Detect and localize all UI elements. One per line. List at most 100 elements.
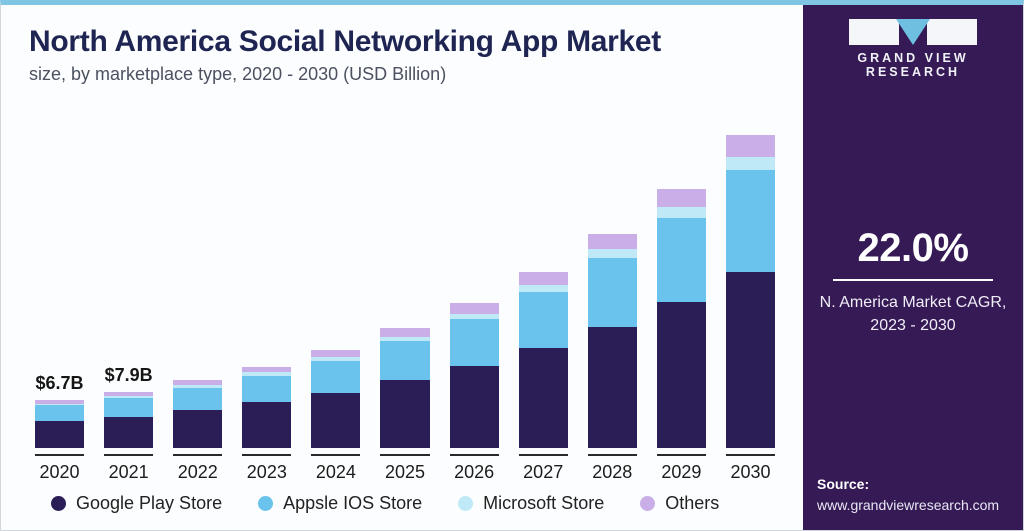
x-tick: 2024 [311,454,360,483]
source-label: Source: [817,474,1009,495]
bar-stack [519,272,568,448]
legend: Google Play Store Appsle IOS Store Microso… [29,483,789,520]
bar-segment-google-play-store [380,380,429,448]
bar-segment-google-play-store [726,272,775,448]
plot-area: $6.7B $7.9B [29,93,789,448]
report-frame: North America Social Networking App Mark… [0,0,1024,531]
bar-value-label: $6.7B [36,372,84,394]
bar-segment-apple-ios-store [380,341,429,380]
x-tick: 2020 [35,454,84,483]
x-tick: 2026 [450,454,499,483]
x-tick: 2027 [519,454,568,483]
bar-column [657,93,706,448]
bar-segment-google-play-store [657,302,706,448]
bar-segment-apple-ios-store [519,292,568,349]
x-tick: 2030 [726,454,775,483]
x-axis: 2020 2021 2022 2023 2024 2025 2026 2027 2028 2029… [29,448,781,483]
legend-item: Others [640,493,719,514]
bar-column [311,93,360,448]
legend-label: Others [665,493,719,514]
bar-value-label: $7.9B [105,364,153,386]
bar-segment-apple-ios-store [657,218,706,302]
bar-segment-google-play-store [173,410,222,448]
bar-segment-google-play-store [311,393,360,448]
bar-column [173,93,222,448]
chart-panel: North America Social Networking App Mark… [1,5,803,530]
bar-segment-microsoft-store [588,249,637,258]
bar-column [519,93,568,448]
bar-segment-google-play-store [519,348,568,448]
x-tick: 2025 [380,454,429,483]
cagr-metric: 22.0% N. America Market CAGR, 2023 - 203… [817,226,1009,337]
bar-segment-google-play-store [35,421,84,448]
side-panel: GRAND VIEW RESEARCH 22.0% N. America Mar… [803,5,1023,530]
x-tick: 2028 [588,454,637,483]
bar-segment-microsoft-store [657,207,706,217]
x-tick: 2021 [104,454,153,483]
bar-column: $7.9B [104,93,153,448]
bar-segment-apple-ios-store [104,398,153,416]
bar-stack [450,303,499,448]
bar-stack [242,367,291,448]
bar-column [726,93,775,448]
cagr-value: 22.0% [817,226,1009,271]
bar-segment-others [588,234,637,249]
bar-segment-google-play-store [242,402,291,448]
legend-label: Appsle IOS Store [283,493,422,514]
bar-segment-others [657,189,706,207]
x-tick: 2022 [173,454,222,483]
source-url: www.grandviewresearch.com [817,495,1009,516]
chart-subtitle: size, by marketplace type, 2020 - 2030 (… [29,63,789,86]
bar-segment-others [450,303,499,313]
legend-item: Google Play Store [51,493,222,514]
cagr-label-line2: 2023 - 2030 [817,314,1009,337]
legend-item: Appsle IOS Store [258,493,422,514]
bar-segment-google-play-store [450,366,499,448]
bar-stack [726,135,775,448]
legend-swatch-icon [458,496,473,511]
bar-stack [35,400,84,448]
legend-swatch-icon [258,496,273,511]
cagr-label-line1: N. America Market CAGR, [817,291,1009,314]
bar-column [450,93,499,448]
brand-logo-icon [849,19,977,45]
bars-row: $6.7B $7.9B [29,93,781,448]
x-tick: 2023 [242,454,291,483]
bar-stack [311,350,360,448]
chart-title: North America Social Networking App Mark… [29,23,789,61]
bar-stack [380,328,429,448]
bar-segment-microsoft-store [519,285,568,292]
bar-segment-google-play-store [104,417,153,448]
bar-segment-microsoft-store [726,157,775,170]
legend-swatch-icon [51,496,66,511]
x-tick: 2029 [657,454,706,483]
bar-stack [104,392,153,448]
bar-segment-apple-ios-store [726,170,775,272]
bar-column: $6.7B [35,93,84,448]
legend-item: Microsoft Store [458,493,604,514]
bar-stack [588,234,637,448]
bar-stack [173,380,222,448]
bar-segment-others [519,272,568,284]
legend-label: Google Play Store [76,493,222,514]
legend-swatch-icon [640,496,655,511]
bar-segment-others [311,350,360,357]
bar-column [588,93,637,448]
bar-segment-apple-ios-store [173,388,222,410]
bar-column [380,93,429,448]
bar-segment-apple-ios-store [35,405,84,421]
source-block: Source: www.grandviewresearch.com [817,474,1009,516]
bar-segment-apple-ios-store [588,258,637,328]
bar-segment-apple-ios-store [450,319,499,366]
title-block: North America Social Networking App Mark… [29,23,789,85]
bar-stack [657,189,706,448]
bar-segment-apple-ios-store [242,376,291,402]
brand-block: GRAND VIEW RESEARCH [817,19,1009,79]
bar-segment-apple-ios-store [311,361,360,393]
bar-segment-google-play-store [588,327,637,448]
bar-segment-others [380,328,429,336]
bar-column [242,93,291,448]
brand-name: GRAND VIEW RESEARCH [817,51,1009,79]
divider [833,279,993,281]
legend-label: Microsoft Store [483,493,604,514]
